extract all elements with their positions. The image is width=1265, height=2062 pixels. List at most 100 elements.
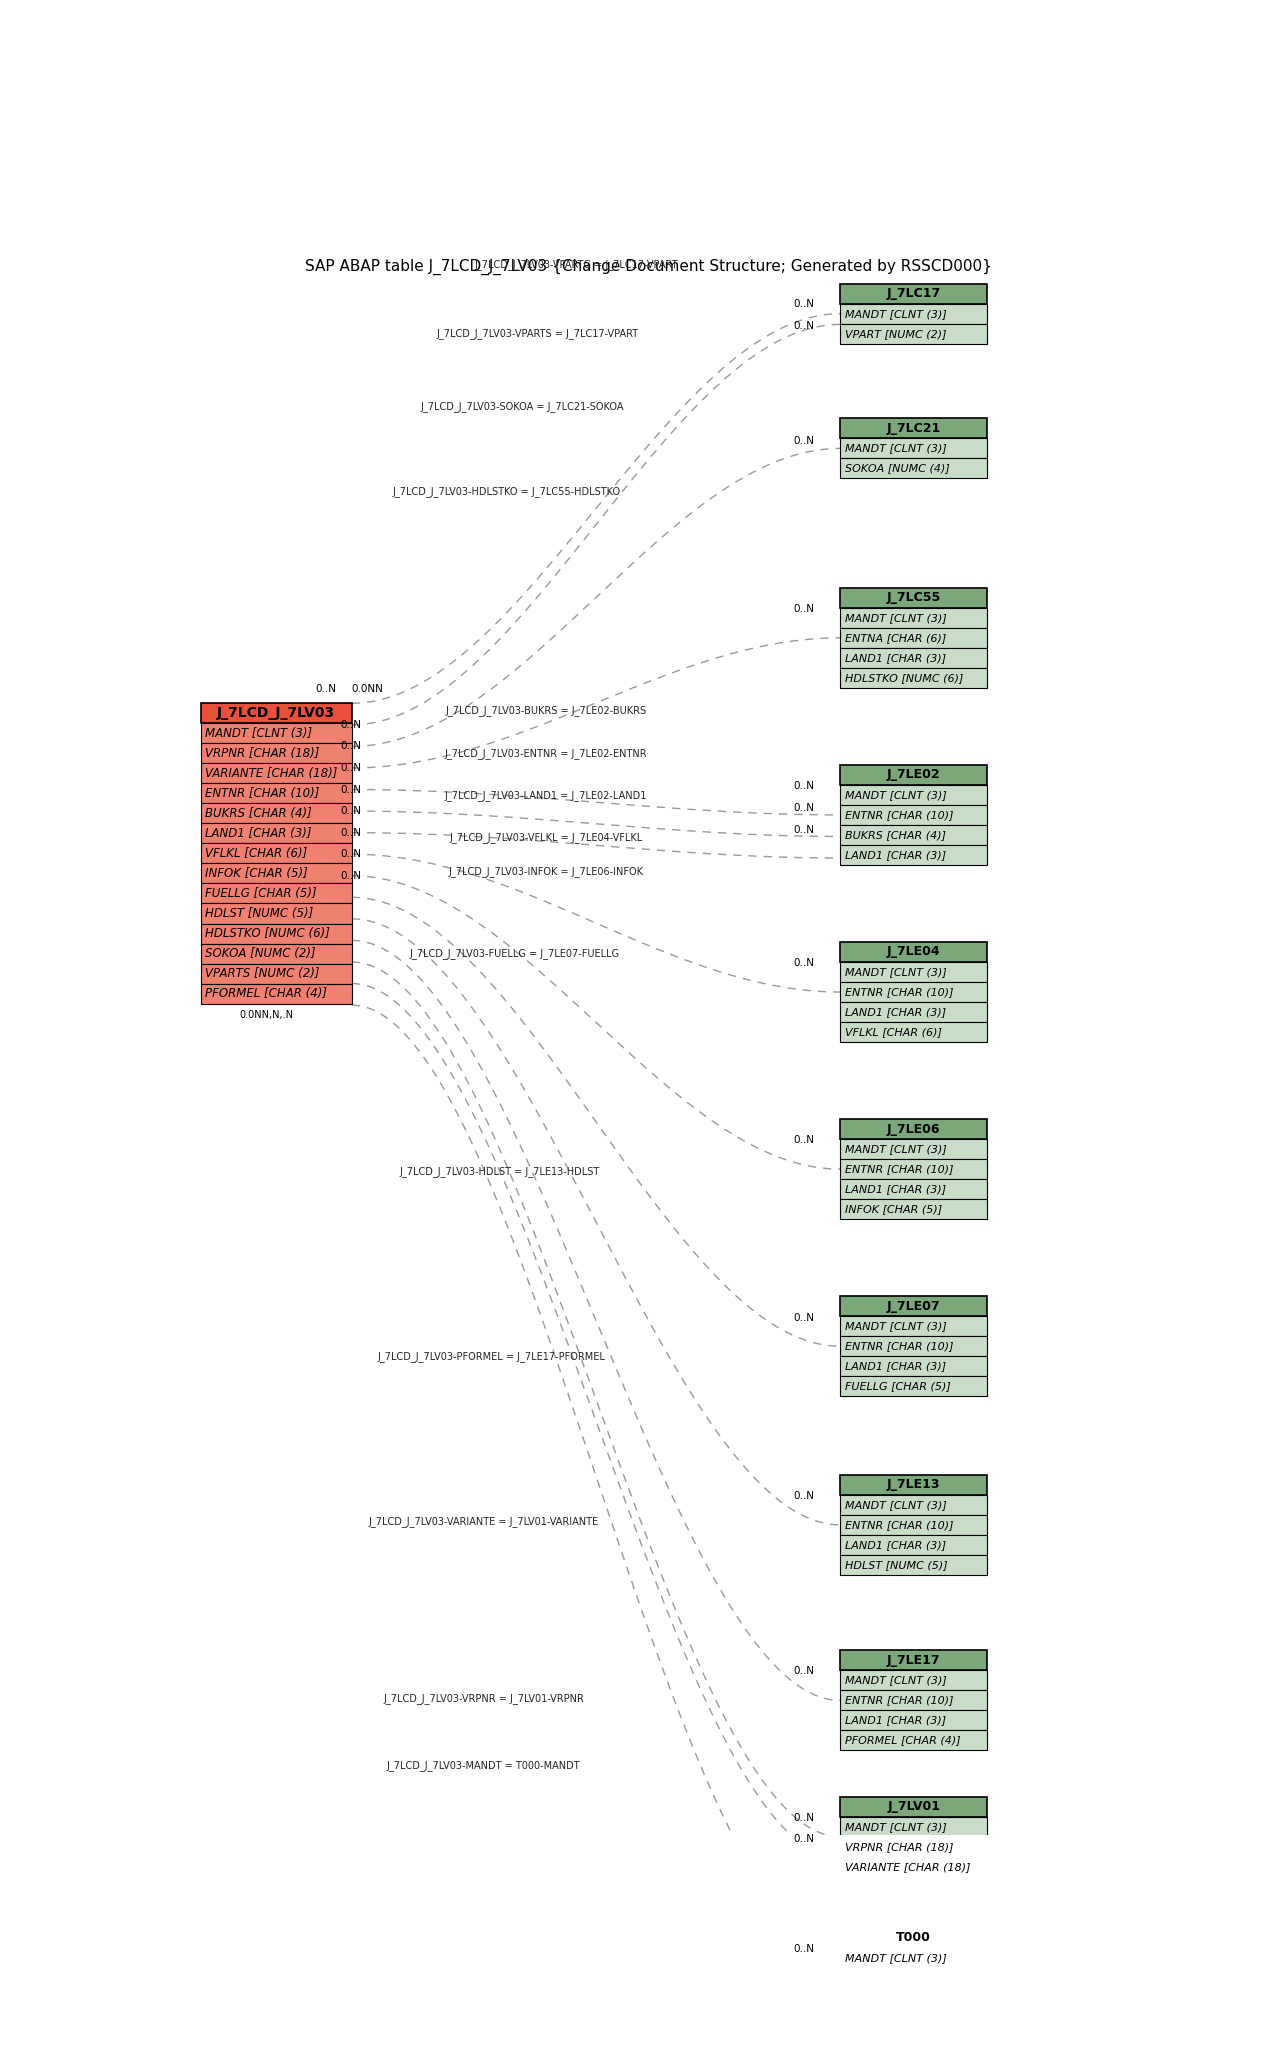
Text: MANDT [CLNT (3)]: MANDT [CLNT (3)] xyxy=(845,443,946,454)
FancyBboxPatch shape xyxy=(840,845,988,864)
Text: J_7LCD_J_7LV03-HDLSTKO = J_7LC55-HDLSTKO: J_7LCD_J_7LV03-HDLSTKO = J_7LC55-HDLSTKO xyxy=(393,487,621,497)
Text: 0..N: 0..N xyxy=(340,720,362,730)
FancyBboxPatch shape xyxy=(840,1297,988,1316)
FancyBboxPatch shape xyxy=(840,647,988,668)
FancyBboxPatch shape xyxy=(840,1336,988,1357)
Text: PFORMEL [CHAR (4)]: PFORMEL [CHAR (4)] xyxy=(845,1736,960,1744)
FancyBboxPatch shape xyxy=(840,419,988,439)
Text: VPARTS [NUMC (2)]: VPARTS [NUMC (2)] xyxy=(205,967,320,979)
FancyBboxPatch shape xyxy=(840,1837,988,1856)
FancyBboxPatch shape xyxy=(840,1516,988,1534)
Text: J_7LE04: J_7LE04 xyxy=(887,946,941,959)
Text: MANDT [CLNT (3)]: MANDT [CLNT (3)] xyxy=(845,1499,946,1509)
Text: J_7LCD_J_7LV03-LAND1 = J_7LE02-LAND1: J_7LCD_J_7LV03-LAND1 = J_7LE02-LAND1 xyxy=(444,790,646,802)
Text: LAND1 [CHAR (3)]: LAND1 [CHAR (3)] xyxy=(845,1540,946,1551)
FancyBboxPatch shape xyxy=(840,1179,988,1200)
Text: 0..N: 0..N xyxy=(793,437,815,447)
FancyBboxPatch shape xyxy=(840,1474,988,1495)
Text: J_7LC55: J_7LC55 xyxy=(887,592,941,604)
Text: INFOK [CHAR (5)]: INFOK [CHAR (5)] xyxy=(205,866,309,880)
FancyBboxPatch shape xyxy=(840,1730,988,1751)
FancyBboxPatch shape xyxy=(840,1949,988,1967)
FancyBboxPatch shape xyxy=(840,804,988,825)
Text: MANDT [CLNT (3)]: MANDT [CLNT (3)] xyxy=(845,1821,946,1831)
Text: MANDT [CLNT (3)]: MANDT [CLNT (3)] xyxy=(845,309,946,320)
Text: J_7LE17: J_7LE17 xyxy=(887,1654,941,1666)
Text: J_7LCD_J_7LV03-MANDT = T000-MANDT: J_7LCD_J_7LV03-MANDT = T000-MANDT xyxy=(387,1761,581,1771)
FancyBboxPatch shape xyxy=(840,1138,988,1159)
FancyBboxPatch shape xyxy=(201,924,352,944)
Text: VRPNR [CHAR (18)]: VRPNR [CHAR (18)] xyxy=(845,1841,954,1852)
FancyBboxPatch shape xyxy=(201,724,352,742)
FancyBboxPatch shape xyxy=(201,763,352,784)
Text: VFLKL [CHAR (6)]: VFLKL [CHAR (6)] xyxy=(205,847,307,860)
Text: J_7LCD_J_7LV03-HDLST = J_7LE13-HDLST: J_7LCD_J_7LV03-HDLST = J_7LE13-HDLST xyxy=(398,1165,600,1177)
Text: J_7LCD_J_7LV03-ENTNR = J_7LE02-ENTNR: J_7LCD_J_7LV03-ENTNR = J_7LE02-ENTNR xyxy=(444,749,646,759)
FancyBboxPatch shape xyxy=(840,439,988,458)
Text: J_7LCD_J_7LV03-SOKOA = J_7LC21-SOKOA: J_7LCD_J_7LV03-SOKOA = J_7LC21-SOKOA xyxy=(421,402,624,412)
Text: FUELLG [CHAR (5)]: FUELLG [CHAR (5)] xyxy=(205,887,318,899)
Text: HDLST [NUMC (5)]: HDLST [NUMC (5)] xyxy=(845,1561,947,1569)
Text: J_7LCD_J_7LV03-VPARTG = J_7LC17-VPART: J_7LCD_J_7LV03-VPARTG = J_7LC17-VPART xyxy=(474,260,678,270)
Text: 0..N: 0..N xyxy=(340,870,362,880)
Text: ENTNR [CHAR (10)]: ENTNR [CHAR (10)] xyxy=(845,1520,954,1530)
Text: 0..N: 0..N xyxy=(340,763,362,773)
FancyBboxPatch shape xyxy=(840,942,988,963)
Text: LAND1 [CHAR (3)]: LAND1 [CHAR (3)] xyxy=(845,850,946,860)
Text: 0.0NN,N,.N: 0.0NN,N,.N xyxy=(239,1010,293,1021)
Text: MANDT [CLNT (3)]: MANDT [CLNT (3)] xyxy=(845,612,946,623)
FancyBboxPatch shape xyxy=(201,903,352,924)
Text: 0..N: 0..N xyxy=(793,1833,815,1843)
FancyBboxPatch shape xyxy=(840,458,988,478)
FancyBboxPatch shape xyxy=(840,1796,988,1817)
FancyBboxPatch shape xyxy=(201,823,352,843)
FancyBboxPatch shape xyxy=(840,1375,988,1396)
FancyBboxPatch shape xyxy=(840,1316,988,1336)
FancyBboxPatch shape xyxy=(840,1670,988,1691)
FancyBboxPatch shape xyxy=(840,765,988,786)
Text: BUKRS [CHAR (4)]: BUKRS [CHAR (4)] xyxy=(845,829,946,839)
Text: SOKOA [NUMC (2)]: SOKOA [NUMC (2)] xyxy=(205,946,316,961)
FancyBboxPatch shape xyxy=(840,1555,988,1575)
Text: J_7LCD_J_7LV03-PFORMEL = J_7LE17-PFORMEL: J_7LCD_J_7LV03-PFORMEL = J_7LE17-PFORMEL xyxy=(377,1351,606,1361)
Text: MANDT [CLNT (3)]: MANDT [CLNT (3)] xyxy=(845,1322,946,1332)
Text: MANDT [CLNT (3)]: MANDT [CLNT (3)] xyxy=(845,1144,946,1155)
FancyBboxPatch shape xyxy=(840,1159,988,1179)
Text: ENTNA [CHAR (6)]: ENTNA [CHAR (6)] xyxy=(845,633,946,643)
FancyBboxPatch shape xyxy=(201,944,352,963)
Text: 0..N: 0..N xyxy=(340,850,362,860)
Text: LAND1 [CHAR (3)]: LAND1 [CHAR (3)] xyxy=(845,654,946,662)
Text: 0..N: 0..N xyxy=(793,781,815,792)
FancyBboxPatch shape xyxy=(840,1023,988,1041)
Text: 0..N: 0..N xyxy=(793,1491,815,1501)
Text: VARIANTE [CHAR (18)]: VARIANTE [CHAR (18)] xyxy=(205,767,338,779)
Text: 0..N: 0..N xyxy=(315,685,336,695)
FancyBboxPatch shape xyxy=(840,1817,988,1837)
FancyBboxPatch shape xyxy=(840,825,988,845)
Text: 0..N: 0..N xyxy=(793,825,815,835)
Text: MANDT [CLNT (3)]: MANDT [CLNT (3)] xyxy=(205,726,312,740)
Text: J_7LCD_J_7LV03-INFOK = J_7LE06-INFOK: J_7LCD_J_7LV03-INFOK = J_7LE06-INFOK xyxy=(448,866,643,876)
Text: 0..N: 0..N xyxy=(793,604,815,614)
FancyBboxPatch shape xyxy=(840,786,988,804)
FancyBboxPatch shape xyxy=(201,843,352,864)
FancyBboxPatch shape xyxy=(840,303,988,324)
Text: J_7LC17: J_7LC17 xyxy=(887,287,941,301)
Text: 0..N: 0..N xyxy=(793,1944,815,1955)
FancyBboxPatch shape xyxy=(201,984,352,1004)
FancyBboxPatch shape xyxy=(840,1856,988,1876)
Text: ENTNR [CHAR (10)]: ENTNR [CHAR (10)] xyxy=(845,1340,954,1351)
Text: 0..N: 0..N xyxy=(793,1134,815,1144)
Text: 0..N: 0..N xyxy=(340,806,362,817)
Text: MANDT [CLNT (3)]: MANDT [CLNT (3)] xyxy=(845,790,946,800)
Text: 0..N: 0..N xyxy=(793,957,815,967)
Text: LAND1 [CHAR (3)]: LAND1 [CHAR (3)] xyxy=(845,1361,946,1371)
Text: VFLKL [CHAR (6)]: VFLKL [CHAR (6)] xyxy=(845,1027,941,1037)
Text: LAND1 [CHAR (3)]: LAND1 [CHAR (3)] xyxy=(845,1006,946,1017)
Text: LAND1 [CHAR (3)]: LAND1 [CHAR (3)] xyxy=(845,1716,946,1726)
FancyBboxPatch shape xyxy=(201,742,352,763)
Text: 0..N: 0..N xyxy=(793,1313,815,1322)
Text: J_7LE07: J_7LE07 xyxy=(887,1299,941,1313)
FancyBboxPatch shape xyxy=(840,1200,988,1219)
Text: INFOK [CHAR (5)]: INFOK [CHAR (5)] xyxy=(845,1204,942,1215)
